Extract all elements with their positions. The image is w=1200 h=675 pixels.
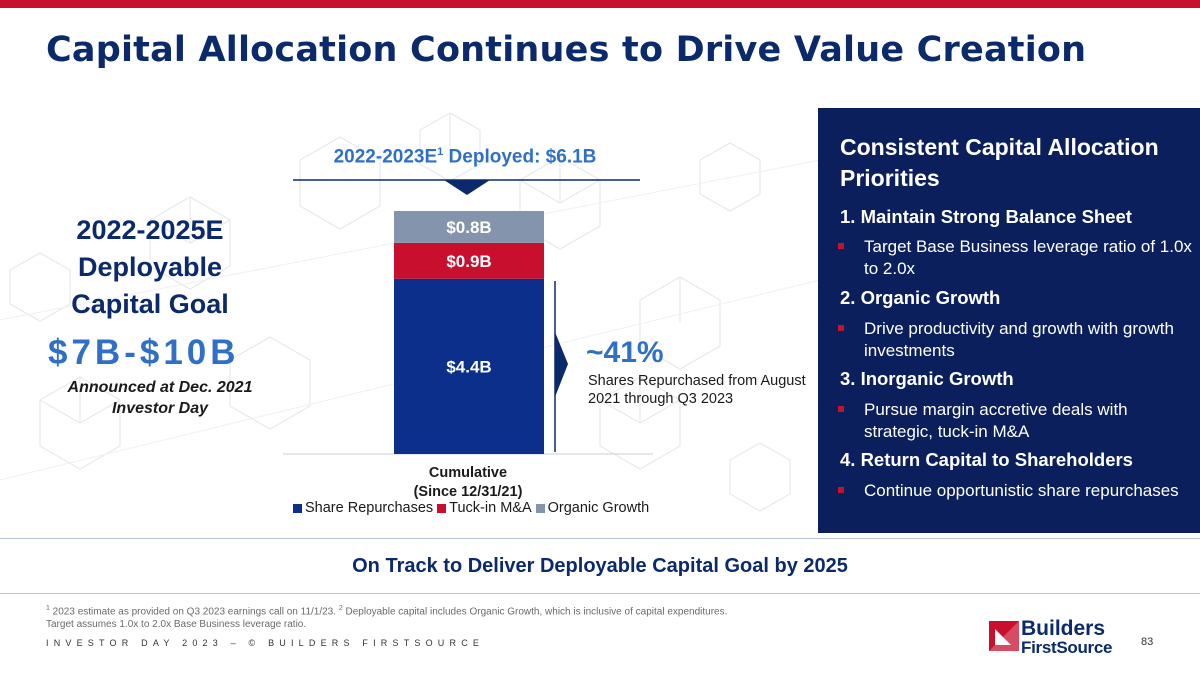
priority-detail: Pursue margin accretive deals with strat…	[838, 399, 1194, 443]
legend-swatch	[437, 503, 447, 513]
goal-title-line: 2022-2025E	[76, 215, 224, 245]
bullet-icon	[838, 487, 844, 493]
repurchase-percent: ~41%	[586, 336, 664, 369]
bar-segment-organic-growth	[394, 211, 544, 243]
capital-goal-heading: 2022-2025E Deployable Capital Goal	[30, 212, 270, 323]
on-track-statement: On Track to Deliver Deployable Capital G…	[352, 555, 848, 577]
priority-detail: Target Base Business leverage ratio of 1…	[838, 236, 1194, 280]
goal-title-line: Capital Goal	[71, 289, 229, 319]
legend-item-organic-growth: Organic Growth	[535, 500, 650, 516]
priority-detail: Drive productivity and growth with growt…	[838, 318, 1194, 362]
bullet-icon	[838, 243, 844, 249]
bullet-icon	[838, 406, 844, 412]
goal-title-line: Deployable	[77, 252, 223, 282]
priority-heading: 2. Organic Growth	[840, 287, 1001, 308]
legend-item-share-repurchases: Share Repurchases	[293, 500, 433, 516]
footnote-text: Target assumes 1.0x to 2.0x Base Busines…	[46, 619, 307, 631]
bar-value-label: $4.4B	[446, 357, 491, 376]
priority-detail-text: Pursue margin accretive deals with strat…	[864, 400, 1128, 441]
legend-swatch	[535, 503, 545, 513]
repurchase-bracket-arrow	[555, 332, 568, 397]
legend-swatch	[293, 503, 302, 513]
footnotes: 1 2023 estimate as provided on Q3 2023 e…	[46, 602, 946, 631]
priority-detail-text: Continue opportunistic share repurchases	[864, 481, 1179, 500]
stacked-bar-chart: $4.4B $0.9B $0.8B Cumulative (Since 12/31/…	[283, 179, 653, 500]
footnote-number: 1	[46, 605, 50, 612]
legend-label: Tuck-in M&A	[449, 500, 532, 516]
top-accent-bar	[0, 0, 1200, 8]
footnote-number: 2	[338, 605, 343, 612]
legend-label: Organic Growth	[547, 500, 650, 516]
priority-detail-text: Drive productivity and growth with growt…	[864, 319, 1174, 360]
priority-heading: 3. Inorganic Growth	[840, 368, 1014, 389]
bar-segment-tuck-in-m-a	[394, 242, 544, 279]
company-logo: Builders FirstSource	[989, 617, 1113, 657]
goal-note-line: Investor Day	[111, 400, 209, 417]
goal-announcement-note: Announced at Dec. 2021 Investor Day	[40, 377, 280, 419]
priority-detail-text: Target Base Business leverage ratio of 1…	[864, 237, 1192, 278]
chart-legend: Share Repurchases Tuck-in M&A Organic Gr…	[293, 500, 653, 516]
deployed-bracket-arrow	[444, 180, 490, 195]
priority-heading: 1. Maintain Strong Balance Sheet	[840, 206, 1132, 227]
legend-label: Share Repurchases	[305, 500, 434, 516]
footer-text: INVESTOR DAY 2023 – © BUILDERS FIRSTSOUR…	[46, 638, 485, 648]
bar-value-label: $0.8B	[446, 218, 491, 237]
footnote-text: 2023 estimate as provided on Q3 2023 ear…	[49, 606, 339, 618]
page-number: 83	[1141, 636, 1154, 648]
deployed-prefix: 2022-2023E	[333, 146, 438, 168]
goal-amount: $7B-$10B	[48, 333, 240, 372]
slide-title: Capital Allocation Continues to Drive Va…	[46, 30, 1087, 70]
category-label-line: Cumulative	[429, 465, 507, 481]
logo-word: Builders	[1021, 617, 1106, 640]
logo-mark-icon	[989, 621, 1019, 651]
priorities-title: Consistent Capital Allocation Priorities	[840, 134, 1159, 191]
priorities-panel: Consistent Capital Allocation Priorities…	[818, 108, 1200, 533]
priority-heading: 4. Return Capital to Shareholders	[840, 449, 1133, 470]
deployed-total-label: 2022-2023E1 Deployed: $6.1B	[290, 146, 640, 168]
category-label-line: (Since 12/31/21)	[414, 484, 523, 500]
deployed-suffix: Deployed: $6.1B	[443, 146, 597, 168]
divider	[0, 538, 1200, 539]
priority-detail: Continue opportunistic share repurchases	[838, 480, 1194, 502]
footnote-text: Deployable capital includes Organic Grow…	[342, 606, 728, 618]
repurchase-description: Shares Repurchased from August 2021 thro…	[588, 373, 806, 407]
divider	[0, 593, 1200, 594]
logo-word: FirstSource	[1021, 638, 1113, 657]
bar-value-label: $0.9B	[446, 252, 491, 271]
bar-segment-share-repurchases	[394, 278, 544, 454]
legend-item-tuck-in-ma: Tuck-in M&A	[437, 500, 532, 516]
goal-note-line: Announced at Dec. 2021	[67, 379, 253, 396]
footnote-ref: 1	[437, 146, 444, 158]
bullet-icon	[838, 325, 844, 331]
